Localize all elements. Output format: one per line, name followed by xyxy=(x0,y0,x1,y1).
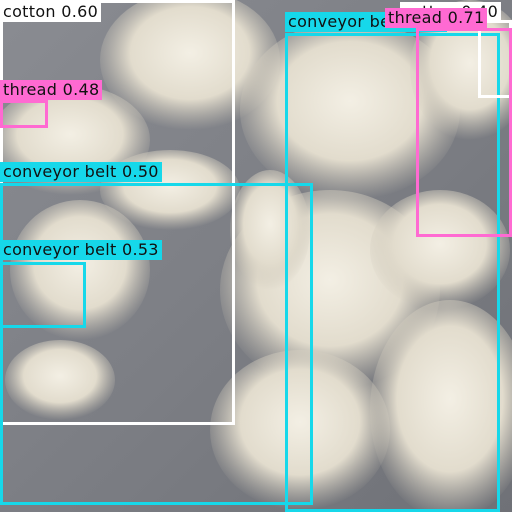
conveyor-belt-detection-label: conveyor belt 0.53 xyxy=(0,240,162,260)
thread-detection-label: thread 0.48 xyxy=(0,80,103,100)
conveyor-belt-detection-label: conveyor belt 0.50 xyxy=(0,162,162,182)
thread-bounding-box xyxy=(416,28,512,237)
conveyor-belt-bounding-box xyxy=(285,33,500,512)
conveyor-belt-bounding-box xyxy=(0,183,313,505)
conveyor-belt-bounding-box xyxy=(0,262,86,328)
cotton-detection-label: cotton 0.60 xyxy=(0,2,102,22)
thread-detection-label: thread 0.71 xyxy=(385,8,488,28)
thread-bounding-box xyxy=(0,100,48,128)
